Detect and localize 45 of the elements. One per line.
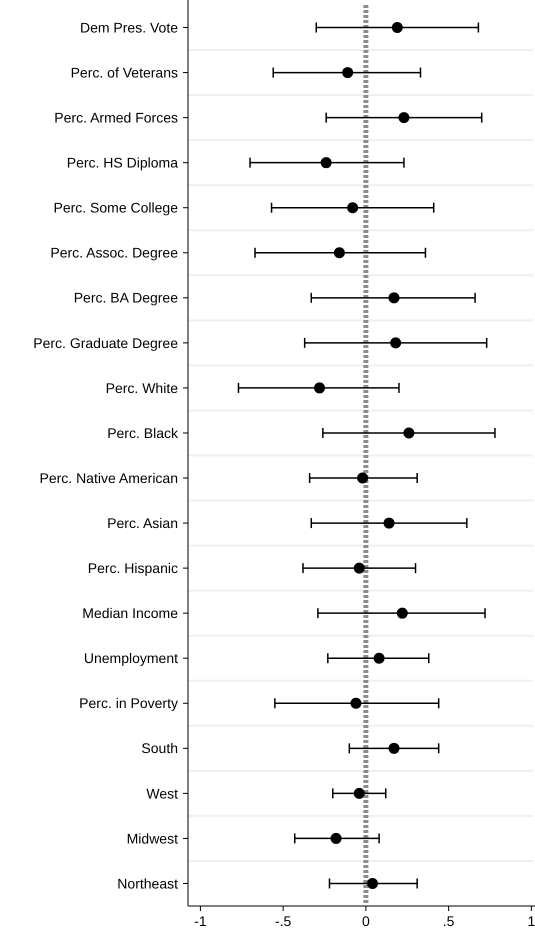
y-tick-label: Perc. HS Diploma — [66, 154, 178, 171]
y-tick-label: Perc. BA Degree — [74, 290, 178, 306]
y-tick-label: Perc. in Poverty — [79, 695, 178, 712]
point — [392, 22, 403, 34]
y-tick-label: Perc. Assoc. Degree — [50, 244, 178, 261]
y-tick-label: Perc. Hispanic — [88, 560, 178, 576]
y-tick-label: Dem Pres. Vote — [80, 19, 178, 36]
y-tick-label: Perc. of Veterans — [70, 64, 178, 80]
point — [350, 698, 362, 709]
point — [398, 112, 410, 124]
y-tick-label: West — [146, 785, 178, 802]
point — [320, 157, 332, 168]
point — [314, 382, 326, 394]
x-tick-label: -.5 — [274, 913, 292, 929]
point — [374, 652, 385, 664]
x-tick-label: 1 — [527, 913, 535, 929]
point — [354, 562, 365, 574]
y-tick-label: Unemployment — [84, 650, 178, 666]
y-tick-label: Midwest — [126, 830, 178, 846]
y-tick-label: Perc. Armed Forces — [54, 110, 178, 126]
y-tick-label: Perc. Graduate Degree — [33, 334, 178, 351]
y-tick-label: Perc. Black — [107, 424, 179, 441]
point — [357, 472, 368, 484]
point — [366, 878, 378, 889]
point — [388, 742, 400, 754]
y-tick-label: Perc. Some College — [53, 200, 178, 216]
point — [334, 247, 345, 258]
point — [354, 788, 365, 799]
point — [388, 292, 400, 304]
y-tick-label: Northeast — [117, 875, 178, 892]
point — [342, 67, 354, 78]
x-tick-label: .5 — [442, 913, 455, 929]
x-tick-label: 0 — [362, 913, 370, 929]
y-tick-label: Perc. Native American — [40, 470, 178, 486]
point — [384, 518, 395, 529]
y-tick-label: Perc. Asian — [107, 514, 178, 531]
point — [330, 832, 342, 844]
y-tick-label: Perc. White — [106, 380, 178, 396]
y-tick-label: Median Income — [82, 605, 178, 622]
point — [347, 202, 358, 214]
point — [403, 427, 414, 438]
point — [396, 608, 408, 619]
y-tick-label: South — [141, 740, 178, 756]
point — [390, 337, 402, 348]
x-tick-label: -1 — [194, 913, 207, 929]
